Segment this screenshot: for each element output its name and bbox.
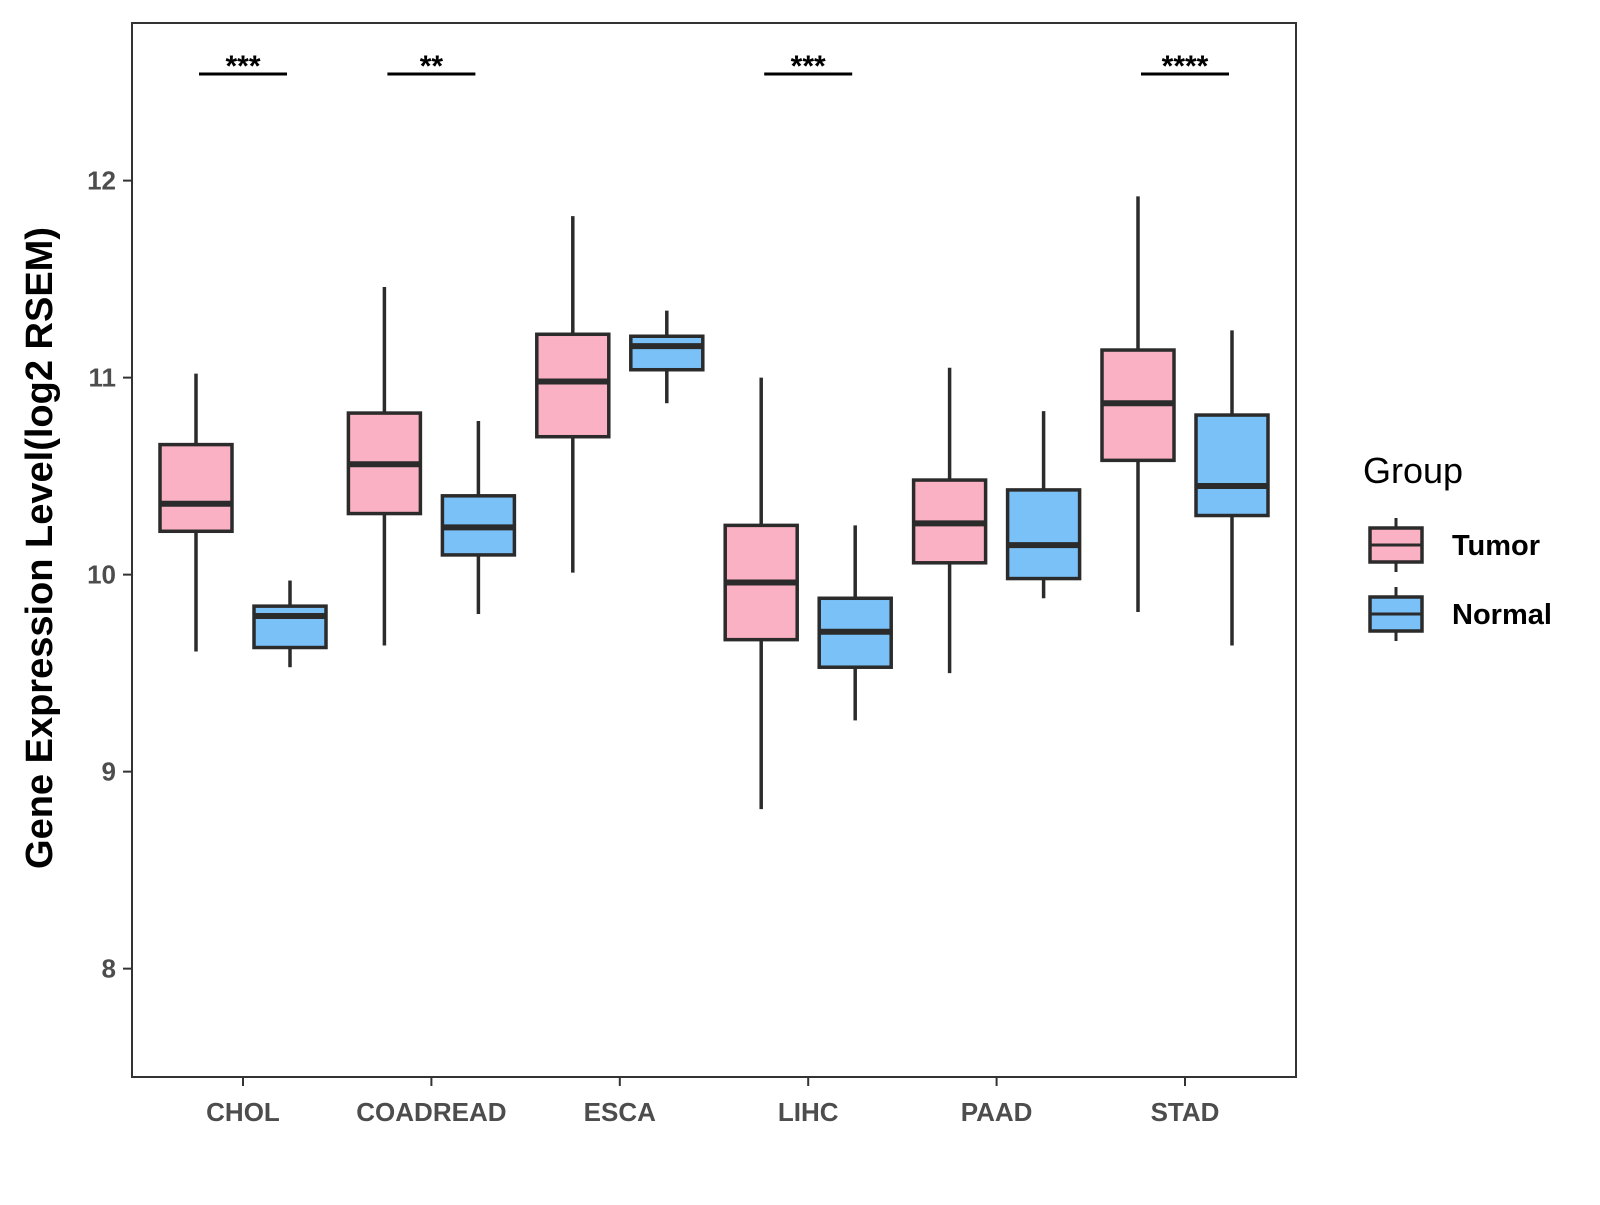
- box-iqr: [535, 332, 611, 439]
- legend-key-normal: [1368, 587, 1424, 641]
- box-iqr: [629, 334, 705, 372]
- y-tick-label: 12: [87, 166, 116, 196]
- y-tick-label: 11: [89, 363, 117, 393]
- box-tumor-esca: [535, 216, 611, 573]
- x-tick-label: COADREAD: [356, 1097, 506, 1127]
- x-tick-label: ESCA: [584, 1097, 656, 1127]
- box-tumor-lihc: [723, 377, 799, 810]
- box-tumor-paad: [911, 367, 988, 674]
- box-normal-paad: [1005, 411, 1082, 599]
- y-axis-title: Gene Expression Level(log2 RSEM): [19, 227, 61, 869]
- significance-label: ***: [225, 50, 260, 83]
- box-tumor-stad: [1100, 196, 1176, 613]
- legend-label-normal: Normal: [1452, 599, 1552, 631]
- box-iqr: [1005, 488, 1082, 581]
- significance-label: ***: [791, 50, 826, 83]
- x-tick-label: CHOL: [206, 1097, 280, 1127]
- x-tick-label: LIHC: [778, 1097, 839, 1127]
- plot-panel-border: [131, 22, 1297, 1078]
- y-tick-label: 9: [102, 757, 116, 787]
- significance-label: **: [420, 50, 444, 83]
- box-iqr: [1194, 413, 1270, 518]
- y-tick-label: 10: [87, 560, 116, 590]
- box-normal-coadread: [440, 420, 517, 615]
- legend-label-tumor: Tumor: [1452, 530, 1540, 562]
- box-tumor-chol: [158, 373, 234, 652]
- box-iqr: [158, 442, 234, 534]
- y-tick-label: 8: [102, 954, 116, 984]
- box-normal-lihc: [817, 525, 893, 721]
- box-normal-esca: [629, 310, 705, 404]
- x-tick-label: PAAD: [961, 1097, 1033, 1127]
- significance-label: ****: [1162, 50, 1209, 83]
- box-normal-stad: [1194, 330, 1270, 646]
- box-normal-chol: [252, 580, 328, 668]
- x-tick-label: STAD: [1151, 1097, 1220, 1127]
- box-iqr: [252, 604, 328, 650]
- legend-title: Group: [1363, 450, 1463, 491]
- legend-key-tumor: [1368, 518, 1424, 572]
- box-tumor-coadread: [346, 286, 423, 646]
